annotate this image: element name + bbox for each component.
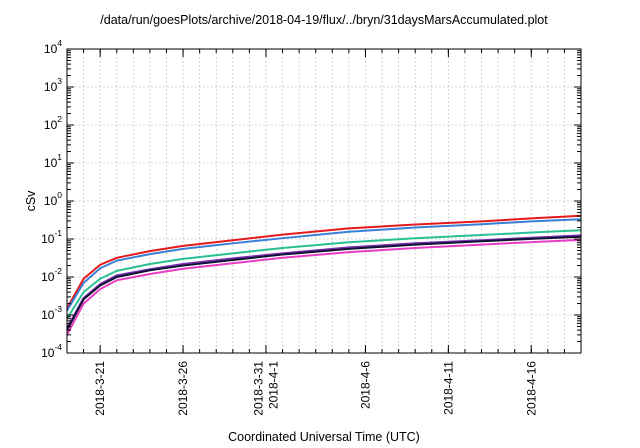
y-tick-label: 103	[44, 76, 62, 94]
grid	[67, 49, 581, 353]
x-axis-label: Coordinated Universal Time (UTC)	[228, 430, 420, 444]
x-tick-label: 2018-4-6	[358, 361, 372, 409]
y-axis: 10-4 10-3 10-2 10-1 100 101 102 103 104	[41, 38, 581, 360]
x-tick-label: 2018-4-16	[524, 361, 538, 416]
series-line-2	[66, 218, 582, 312]
x-tick-label: 2018-3-31	[251, 361, 265, 416]
y-tick-label: 100	[44, 190, 62, 208]
y-tick-label: 10-2	[41, 266, 62, 284]
series-line-6	[66, 238, 582, 336]
x-tick-label: 2018-4-1	[266, 361, 280, 409]
y-tick-label: 102	[44, 114, 62, 132]
y-tick-label: 10-3	[41, 304, 62, 322]
chart-title: /data/run/goesPlots/archive/2018-04-19/f…	[100, 13, 548, 27]
x-axis: 2018-3-21 2018-3-26 2018-3-31 2018-4-1 2018-…	[83, 49, 565, 416]
y-axis-label: cSv	[24, 190, 38, 212]
series-line-5	[66, 235, 582, 331]
series-line-3	[66, 229, 582, 320]
x-tick-label: 2018-4-11	[441, 361, 455, 415]
y-tick-label: 10-1	[41, 228, 62, 246]
x-tick-label: 2018-3-21	[93, 361, 107, 416]
series-line-1	[66, 214, 582, 309]
x-tick-label: 2018-3-26	[176, 361, 190, 416]
series-lines	[66, 214, 582, 336]
y-tick-label: 101	[44, 152, 62, 170]
series-line-4	[66, 234, 582, 329]
y-tick-label: 104	[44, 38, 62, 56]
y-tick-label: 10-4	[41, 342, 62, 360]
